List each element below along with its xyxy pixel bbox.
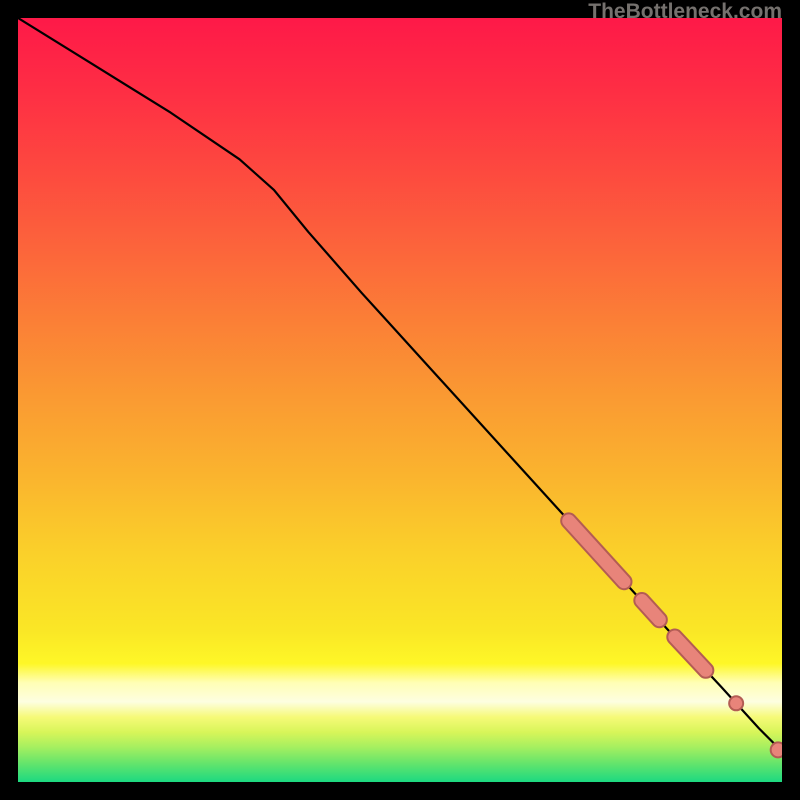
- watermark-text: TheBottleneck.com: [588, 0, 782, 24]
- chart-frame-border: [0, 0, 18, 800]
- curve-marker-dot: [729, 696, 743, 710]
- chart-background: [18, 18, 782, 782]
- curve-marker-dot: [771, 742, 782, 757]
- chart-plot-area: [18, 18, 782, 782]
- chart-frame-border: [782, 0, 800, 800]
- chart-frame-border: [0, 782, 800, 800]
